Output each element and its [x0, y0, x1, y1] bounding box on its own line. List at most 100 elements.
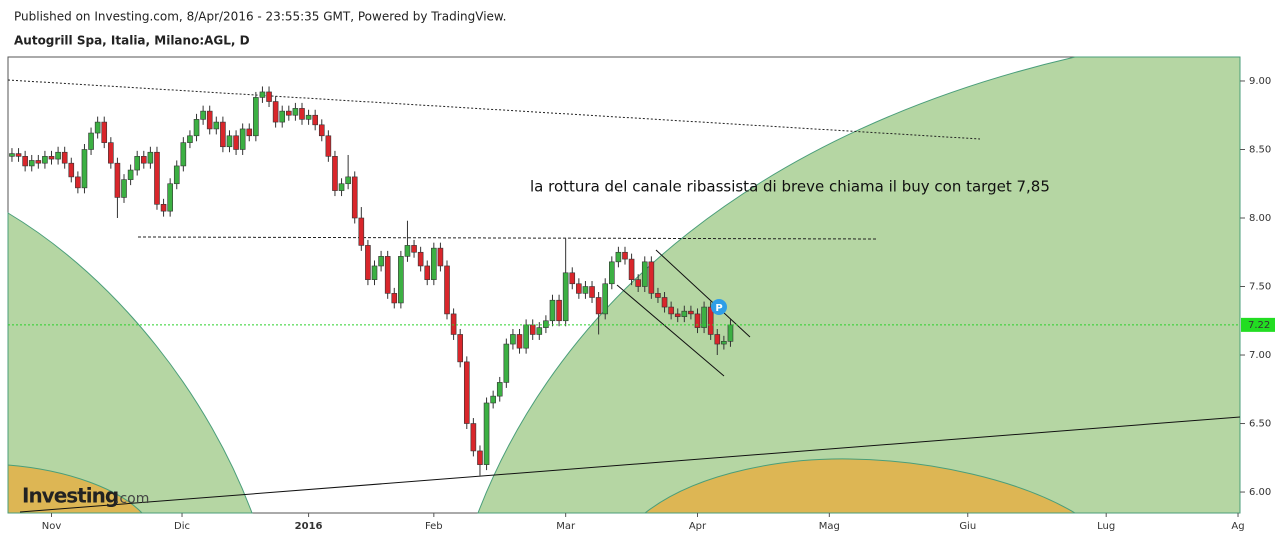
y-tick-label: 8.50 — [1249, 144, 1271, 155]
candle-body — [332, 156, 338, 191]
x-tick-label: Giu — [959, 521, 976, 532]
x-tick-label: Apr — [689, 521, 707, 532]
y-tick-label: 6.00 — [1249, 487, 1271, 498]
candle-body — [345, 176, 351, 185]
candle-body — [193, 119, 200, 137]
candle-body — [477, 450, 483, 465]
candle-body — [549, 299, 556, 322]
x-tick-label: Lug — [1097, 521, 1115, 532]
badge: P — [715, 303, 722, 314]
candle-body — [68, 162, 75, 178]
candle-body — [187, 135, 193, 143]
candle-body — [391, 293, 398, 304]
candle-body — [674, 313, 681, 317]
candles — [9, 86, 734, 476]
candle-body — [94, 121, 101, 134]
candle-body — [305, 114, 312, 120]
candle-body — [200, 110, 206, 120]
candle-body — [569, 272, 576, 285]
fib-arc-inner — [643, 458, 1077, 514]
candle-body — [536, 327, 543, 335]
candle-body — [688, 310, 694, 315]
candle-body — [378, 256, 384, 267]
candle-body — [470, 423, 477, 452]
candle-body — [714, 334, 721, 345]
candle-body — [529, 324, 536, 335]
candle-body — [707, 306, 714, 335]
candle-body — [22, 156, 28, 167]
y-tick-label: 7.00 — [1249, 350, 1271, 361]
annotation: la rottura del canale ribassista di brev… — [530, 178, 1050, 196]
y-tick-label: 6.50 — [1249, 419, 1271, 430]
candle-body — [641, 261, 648, 287]
candle-body — [595, 297, 602, 315]
candle-body — [253, 97, 259, 137]
candle-body — [384, 256, 391, 294]
logo-suffix: .com — [115, 491, 149, 507]
fib-arc-inner — [7, 464, 144, 514]
candle-body — [42, 156, 48, 164]
candle-body — [266, 91, 272, 102]
candle-body — [160, 203, 167, 212]
candle-body — [259, 91, 266, 98]
candle-body — [431, 247, 437, 280]
last-price-box — [1241, 317, 1275, 332]
candle-body — [701, 306, 707, 328]
candle-body — [437, 247, 444, 267]
candle-body — [450, 313, 457, 335]
badge-circle — [711, 299, 727, 315]
candle-body — [404, 245, 411, 257]
candle-body — [299, 108, 305, 120]
candle-body — [154, 151, 160, 205]
candle-body — [371, 265, 378, 280]
candle-body — [279, 110, 286, 123]
candle-body — [523, 324, 529, 349]
candle-body — [15, 153, 22, 157]
y-tick-label: 9.00 — [1249, 76, 1271, 87]
candle-body — [483, 402, 490, 465]
candle-body — [75, 176, 81, 189]
candle-body — [272, 101, 279, 123]
candle-body — [351, 176, 358, 219]
candle-body — [721, 341, 727, 345]
candle-body — [9, 153, 15, 157]
candle-body — [101, 121, 108, 143]
channel-line — [655, 249, 751, 338]
candle-body — [661, 297, 668, 308]
candle-body — [589, 286, 595, 298]
candle-body — [463, 361, 470, 424]
candle-body — [398, 256, 404, 304]
x-tick-label: Dic — [174, 521, 190, 532]
candle-body — [213, 121, 220, 130]
candle-body — [582, 286, 589, 294]
chart-title: Autogrill Spa, Italia, Milano:AGL, D — [14, 34, 250, 48]
candle-body — [233, 135, 239, 150]
logo-name: Investing — [22, 484, 118, 508]
y-tick-label: 7.50 — [1249, 282, 1271, 293]
x-tick-label: Nov — [42, 521, 62, 532]
candle-body — [358, 217, 365, 246]
candle-body — [114, 162, 121, 198]
fib-arc — [477, 56, 1241, 514]
candle-body — [562, 272, 569, 322]
candle-body — [173, 165, 180, 185]
resistance-line — [137, 236, 878, 240]
candle-body — [602, 283, 609, 315]
candle-body — [609, 261, 615, 285]
candle-body — [417, 251, 424, 267]
candle-body — [615, 251, 622, 263]
candle-body — [510, 334, 516, 345]
candle-body — [147, 151, 154, 164]
support-trendline — [19, 416, 1241, 513]
candle-body — [167, 183, 173, 212]
candle-body — [226, 135, 233, 148]
candle-body — [81, 149, 88, 189]
candle-body — [88, 132, 94, 150]
candle-body — [239, 128, 246, 150]
candle-body — [556, 299, 562, 322]
x-tick-label: Feb — [425, 521, 443, 532]
candle-body — [490, 395, 496, 404]
candle-body — [543, 320, 549, 328]
candle-body — [681, 310, 688, 317]
